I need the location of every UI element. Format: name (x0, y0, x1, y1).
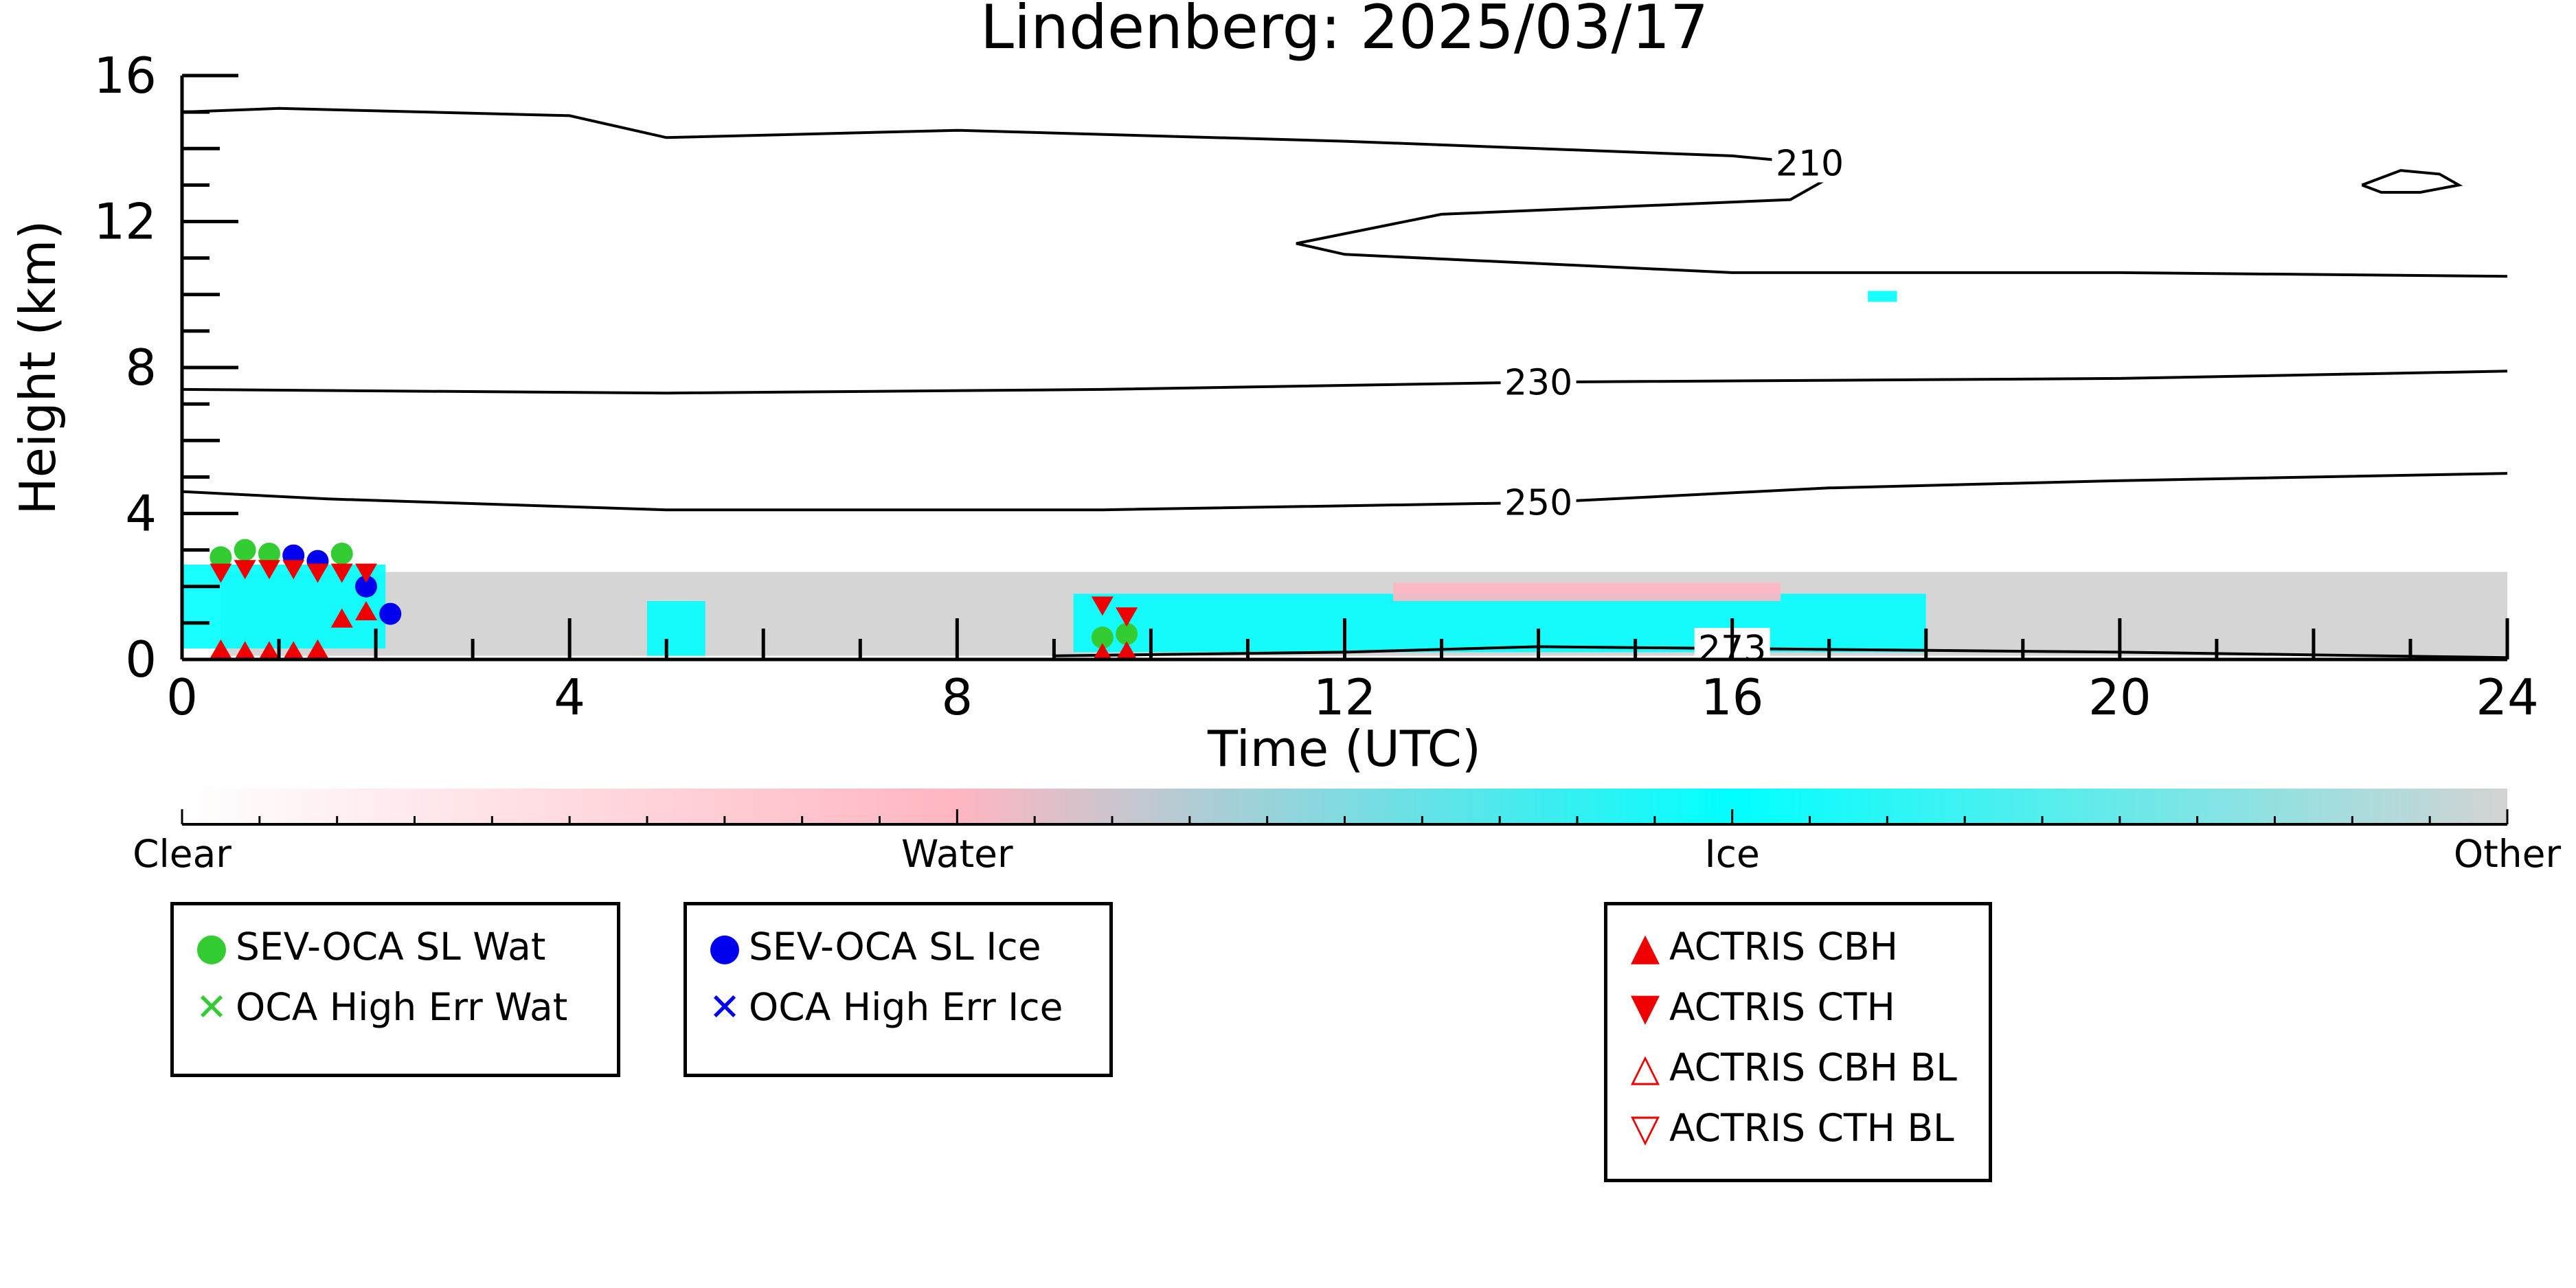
legend-label: SEV-OCA SL Ice (749, 925, 1041, 969)
data-point (354, 575, 377, 598)
retrieval-markers (210, 539, 1138, 659)
legend-marker-icon: △ (1630, 1046, 1660, 1089)
data-point (379, 602, 402, 625)
colorbar-label: Other (2454, 832, 2562, 876)
x-tick-label: 8 (941, 668, 973, 726)
y-tick-label: 4 (125, 485, 157, 543)
data-point (282, 560, 305, 580)
y-ticks: 0 4 8 12 16 (93, 47, 238, 688)
cloud-regions (182, 291, 2507, 656)
x-tick-label: 0 (166, 668, 198, 726)
cloud-region-ice (647, 601, 705, 656)
data-point (354, 600, 377, 620)
x-axis-label: Time (UTC) (1207, 720, 1481, 778)
cloud-region-ice (1073, 594, 1926, 653)
legend-label: ACTRIS CBH (1669, 925, 1898, 969)
data-point (1116, 641, 1138, 659)
x-tick-label: 20 (2088, 668, 2151, 726)
legend-marker-icon: ✕ (195, 985, 228, 1029)
data-point (258, 560, 280, 580)
y-axis-label: Height (km) (9, 221, 67, 515)
data-point (306, 563, 329, 583)
x-tick-label: 24 (2476, 668, 2539, 726)
data-point (1091, 596, 1114, 616)
legend-label: SEV-OCA SL Wat (236, 925, 546, 969)
contour-line (182, 472, 2507, 512)
x-tick-label: 4 (554, 668, 585, 726)
data-point (234, 560, 256, 580)
contour-line (182, 370, 2507, 395)
legend-marker-icon: ▼ (1630, 985, 1660, 1029)
cloud-region-water (1393, 583, 1781, 601)
data-point (354, 563, 377, 583)
legend-marker-icon: ✕ (708, 985, 741, 1029)
data-point (282, 641, 304, 659)
data-point (330, 608, 353, 628)
contour-line (2361, 169, 2463, 194)
legend-label: ACTRIS CTH (1669, 985, 1895, 1029)
data-point (1093, 643, 1112, 659)
y-tick-label: 0 (125, 631, 157, 688)
legend-entry: ▽ ACTRIS CTH BL (1621, 1106, 1954, 1150)
legend-marker-icon: ● (195, 925, 228, 969)
y-tick-label: 16 (93, 47, 157, 104)
contour-line (182, 106, 2507, 278)
colorbar: Clear Water Ice Other (133, 789, 2561, 876)
data-point (258, 542, 280, 565)
cloud-region-ice (1868, 291, 1897, 302)
legend-actris: ▲ ACTRIS CBH ▼ ACTRIS CTH △ ACTRIS CBH BL ▽ ACT… (1604, 902, 1992, 1182)
data-point (210, 563, 232, 583)
contour-label: 210 (1776, 144, 1844, 185)
y-tick-label: 8 (125, 339, 157, 396)
data-point (306, 639, 329, 659)
axes: 0 4 8 12 16 20 24 0 4 8 12 16 (93, 47, 2538, 726)
legend-entry: ✕ OCA High Err Ice (701, 985, 1063, 1029)
contour-label-bg (1500, 361, 1577, 402)
data-point (210, 546, 232, 569)
data-point (330, 542, 353, 565)
data-point (330, 563, 353, 583)
data-point (234, 539, 256, 561)
legend-ice: ● SEV-OCA SL Ice ✕ OCA High Err Ice (683, 902, 1113, 1077)
data-point (1091, 626, 1114, 649)
chart-title: Lindenberg: 2025/03/17 (980, 0, 1708, 63)
contour-label: 230 (1504, 362, 1572, 403)
legend-label: OCA High Err Wat (236, 985, 568, 1029)
legend-marker-icon: ▲ (1630, 925, 1660, 969)
data-point (1116, 622, 1138, 645)
cloud-region-ice (182, 564, 386, 649)
legend-label: ACTRIS CBH BL (1669, 1046, 1957, 1089)
legend-entry: ● SEV-OCA SL Ice (701, 925, 1041, 969)
colorbar-ticks: Clear Water Ice Other (133, 809, 2561, 876)
legend-label: ACTRIS CTH BL (1669, 1106, 1954, 1150)
data-point (258, 641, 280, 659)
x-tick-label: 16 (1701, 668, 1764, 726)
legend-label: OCA High Err Ice (749, 985, 1063, 1029)
legend-entry: ● SEV-OCA SL Wat (188, 925, 545, 969)
legend-marker-icon: ▽ (1630, 1106, 1660, 1150)
x-tick-label: 12 (1313, 668, 1377, 726)
legend-entry: △ ACTRIS CBH BL (1621, 1046, 1957, 1089)
contour-label-bg (1500, 482, 1577, 522)
contour-label-bg (1772, 142, 1848, 183)
data-point (210, 639, 232, 659)
contour-label: 250 (1504, 483, 1572, 524)
legend-entry: ▲ ACTRIS CBH (1621, 925, 1898, 969)
y-tick-label: 12 (93, 193, 157, 251)
colorbar-label: Ice (1705, 832, 1760, 876)
x-ticks: 0 4 8 12 16 20 24 (166, 618, 2539, 726)
colorbar-label: Water (901, 832, 1013, 876)
legend-entry: ✕ OCA High Err Wat (188, 985, 567, 1029)
legend-marker-icon: ● (708, 925, 741, 969)
data-point (234, 641, 256, 659)
legend-entry: ▼ ACTRIS CTH (1621, 985, 1895, 1029)
colorbar-label: Clear (133, 832, 231, 876)
data-point (1116, 607, 1138, 627)
legend-wat: ● SEV-OCA SL Wat ✕ OCA High Err Wat (170, 902, 620, 1077)
